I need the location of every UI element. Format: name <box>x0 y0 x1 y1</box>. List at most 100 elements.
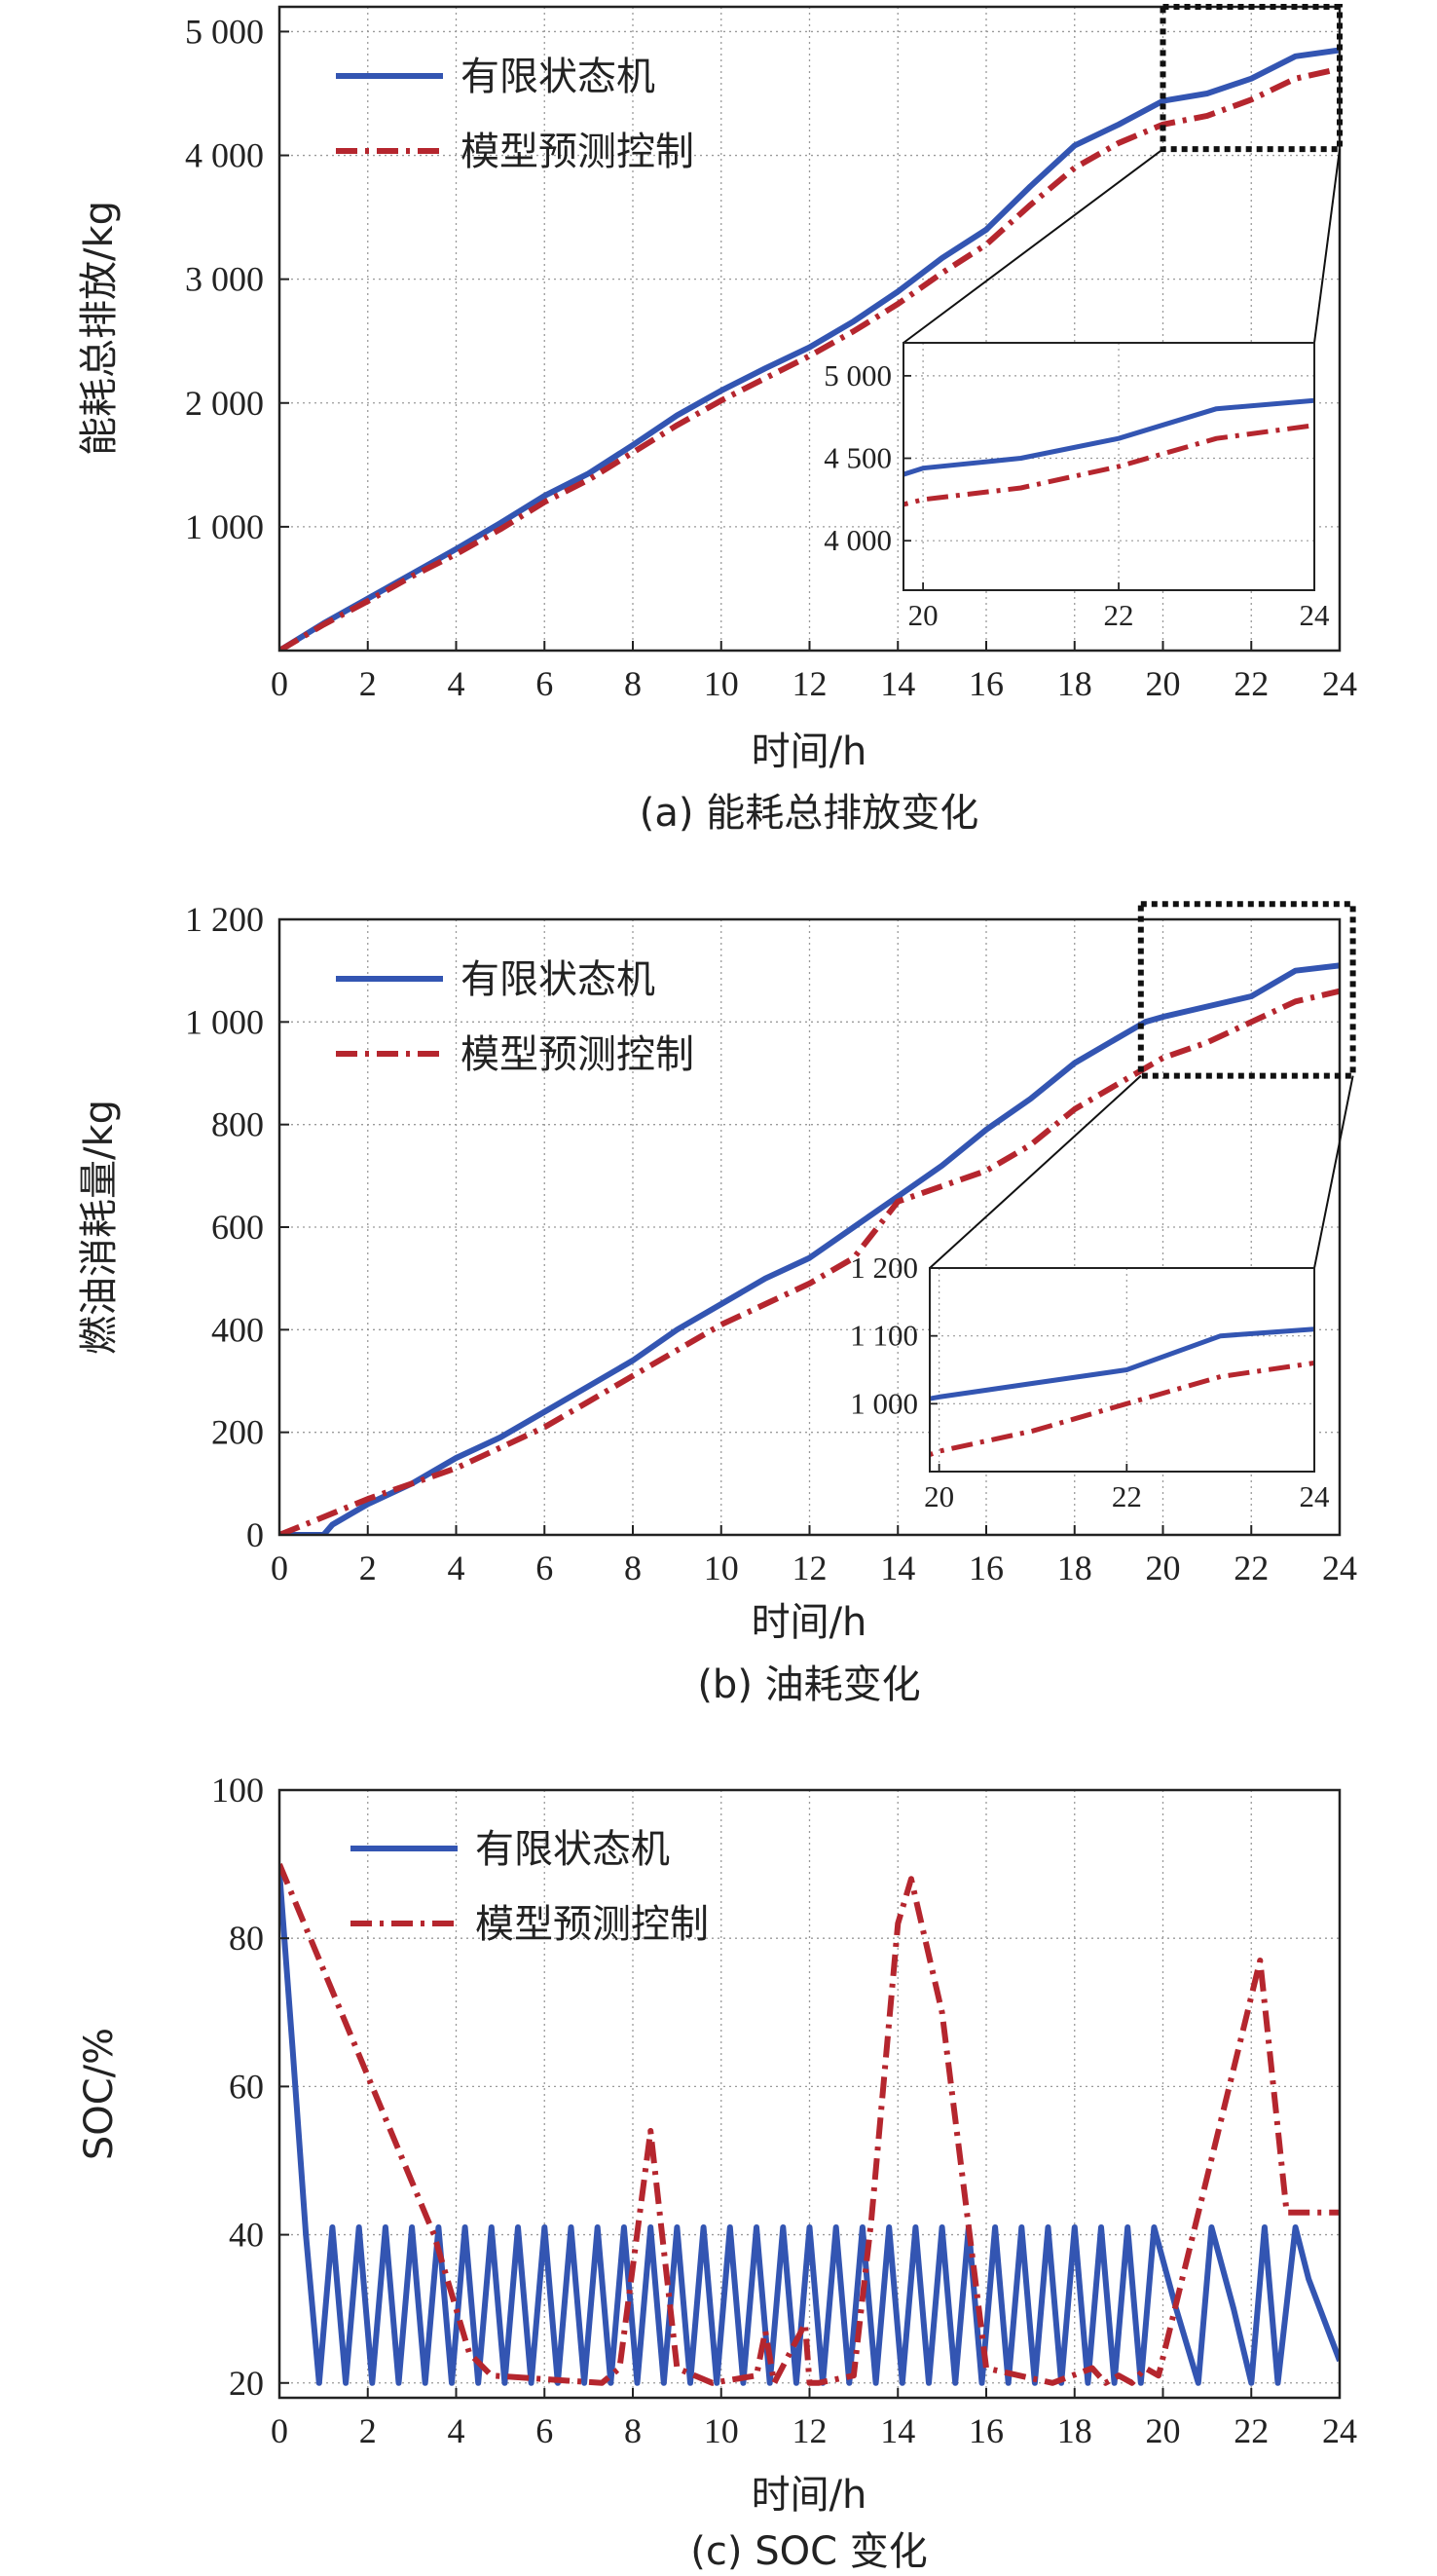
inset-x-tick-label: 24 <box>1300 1479 1331 1513</box>
x-axis-label: 时间/h <box>752 2473 867 2518</box>
series-1 <box>279 988 1340 1535</box>
x-tick-label: 12 <box>792 664 828 703</box>
x-tick-label: 16 <box>969 664 1004 703</box>
legend-label: 模型预测控制 <box>475 1902 709 1947</box>
chart-caption: (c) SOC 变化 <box>690 2529 927 2574</box>
x-tick-label: 4 <box>448 664 465 703</box>
y-axis-label: SOC/% <box>77 2028 122 2160</box>
x-tick-label: 4 <box>448 1549 465 1587</box>
y-tick-label: 2 000 <box>185 384 264 423</box>
zoom-connector <box>1313 1075 1354 1269</box>
inset-frame <box>903 342 1315 591</box>
x-axis-label: 时间/h <box>752 729 867 774</box>
y-tick-label: 4 000 <box>185 136 264 175</box>
x-tick-label: 22 <box>1234 2411 1269 2450</box>
series-line <box>279 1871 1340 2386</box>
series-line <box>279 962 1340 1535</box>
inset-x-tick-label: 22 <box>1104 598 1134 632</box>
inset-x-tick-label: 22 <box>1112 1479 1142 1513</box>
inset-x-tick-label: 20 <box>908 598 939 632</box>
x-tick-label: 12 <box>792 2411 828 2450</box>
x-tick-label: 6 <box>535 664 553 703</box>
series-0 <box>279 962 1340 1535</box>
x-tick-label: 24 <box>1322 2411 1357 2450</box>
x-tick-label: 20 <box>1146 664 1181 703</box>
x-tick-label: 2 <box>359 2411 377 2450</box>
x-tick-label: 0 <box>271 2411 288 2450</box>
legend-label: 有限状态机 <box>475 1827 670 1872</box>
x-tick-label: 18 <box>1057 1549 1092 1587</box>
inset-plot: 20 22 24 4 000 4 500 5 000 <box>824 342 1331 632</box>
y-tick-label: 1 000 <box>185 1002 264 1041</box>
series-0 <box>279 47 1340 651</box>
legend-label: 模型预测控制 <box>461 1032 694 1077</box>
x-tick-label: 0 <box>271 1549 288 1587</box>
y-tick-label: 40 <box>229 2216 264 2255</box>
x-tick-label: 24 <box>1322 1549 1357 1587</box>
inset-plot: 20 22 24 1 000 1 100 1 200 <box>850 1251 1331 1513</box>
y-tick-label: 0 <box>246 1515 264 1554</box>
x-tick-label: 10 <box>704 1549 739 1587</box>
y-tick-label: 60 <box>229 2067 264 2106</box>
chart-caption: (b) 油耗变化 <box>697 1662 920 1707</box>
x-tick-label: 14 <box>880 664 915 703</box>
y-tick-label: 20 <box>229 2364 264 2403</box>
x-tick-label: 2 <box>359 664 377 703</box>
chart-caption: (a) 能耗总排放变化 <box>640 791 978 836</box>
y-tick-label: 800 <box>211 1105 264 1144</box>
zoom-connector <box>929 1074 1142 1269</box>
y-tick-label: 200 <box>211 1413 264 1452</box>
x-tick-label: 16 <box>969 2411 1004 2450</box>
inset-series-line <box>903 397 1314 477</box>
inset-y-tick-label: 1 100 <box>850 1319 918 1353</box>
x-tick-label: 22 <box>1234 1549 1269 1587</box>
y-tick-label: 5 000 <box>185 12 264 51</box>
legend-label: 有限状态机 <box>461 957 655 1002</box>
y-tick-label: 1 000 <box>185 507 264 546</box>
series-line <box>279 65 1340 651</box>
y-tick-label: 80 <box>229 1919 264 1958</box>
x-tick-label: 10 <box>704 2411 739 2450</box>
inset-y-tick-label: 1 200 <box>850 1251 918 1285</box>
zoom-connector <box>903 148 1164 344</box>
x-tick-label: 2 <box>359 1549 377 1587</box>
y-tick-label: 600 <box>211 1208 264 1247</box>
x-tick-label: 24 <box>1322 664 1357 703</box>
inset-series-0 <box>903 397 1314 477</box>
x-tick-label: 0 <box>271 664 288 703</box>
inset-y-tick-label: 4 000 <box>824 523 892 557</box>
chart-2: 0 2 4 6 8 10 12 14 16 18 20 22 2420406080100时间/hSOC/… <box>77 1771 1357 2574</box>
y-tick-label: 400 <box>211 1310 264 1349</box>
x-tick-label: 12 <box>792 1549 828 1587</box>
x-tick-label: 18 <box>1057 2411 1092 2450</box>
legend-label: 模型预测控制 <box>461 130 694 174</box>
inset-y-tick-label: 1 000 <box>850 1386 918 1420</box>
series-line <box>279 1862 1340 2386</box>
y-tick-label: 1 200 <box>185 900 264 939</box>
x-axis-label: 时间/h <box>752 1600 867 1645</box>
x-tick-label: 20 <box>1146 1549 1181 1587</box>
inset-y-tick-label: 4 500 <box>824 441 892 475</box>
x-tick-label: 10 <box>704 664 739 703</box>
inset-x-tick-label: 24 <box>1300 598 1331 632</box>
inset-y-tick-label: 5 000 <box>824 358 892 392</box>
inset-background <box>903 343 1314 590</box>
x-tick-label: 8 <box>624 2411 642 2450</box>
series-1 <box>279 65 1340 651</box>
legend-label: 有限状态机 <box>461 55 655 99</box>
x-tick-label: 4 <box>448 2411 465 2450</box>
zoom-box <box>1137 901 1356 1079</box>
inset-frame <box>929 1267 1315 1473</box>
series-line <box>279 47 1340 651</box>
x-tick-label: 6 <box>535 1549 553 1587</box>
series-line <box>279 988 1340 1535</box>
x-tick-label: 8 <box>624 664 642 703</box>
x-tick-label: 14 <box>880 2411 915 2450</box>
inset-x-tick-label: 20 <box>924 1479 954 1513</box>
